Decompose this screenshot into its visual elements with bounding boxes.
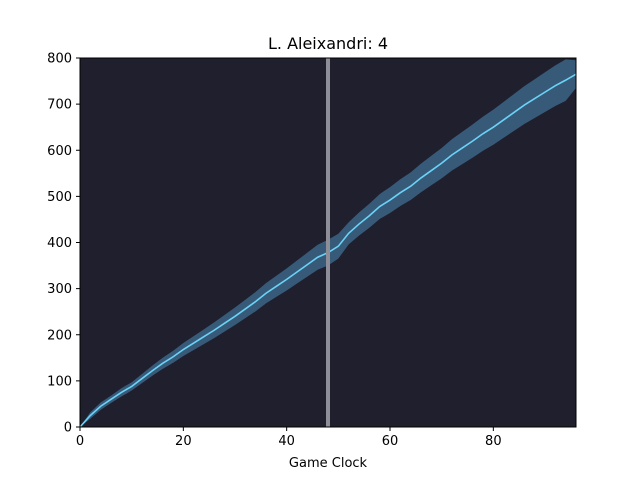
y-axis: 0 100 200 300 400 500 600 700 800	[47, 52, 80, 436]
chart-title: L. Aleixandri: 4	[268, 34, 388, 53]
x-axis-label: Game Clock	[289, 456, 368, 471]
x-tick-label: 0	[76, 434, 84, 449]
y-tick-label: 300	[47, 282, 72, 297]
x-axis: 0 20 40 60 80	[76, 427, 502, 449]
y-tick-label: 700	[47, 98, 72, 113]
y-tick-label: 0	[64, 421, 72, 436]
y-tick-label: 600	[47, 144, 72, 159]
x-tick-label: 20	[175, 434, 192, 449]
y-tick-label: 400	[47, 236, 72, 251]
x-tick-label: 60	[382, 434, 399, 449]
y-tick-label: 100	[47, 374, 72, 389]
x-tick-label: 80	[485, 434, 502, 449]
x-tick-label: 40	[278, 434, 295, 449]
y-tick-label: 500	[47, 190, 72, 205]
y-tick-label: 200	[47, 328, 72, 343]
y-tick-label: 800	[47, 52, 72, 67]
